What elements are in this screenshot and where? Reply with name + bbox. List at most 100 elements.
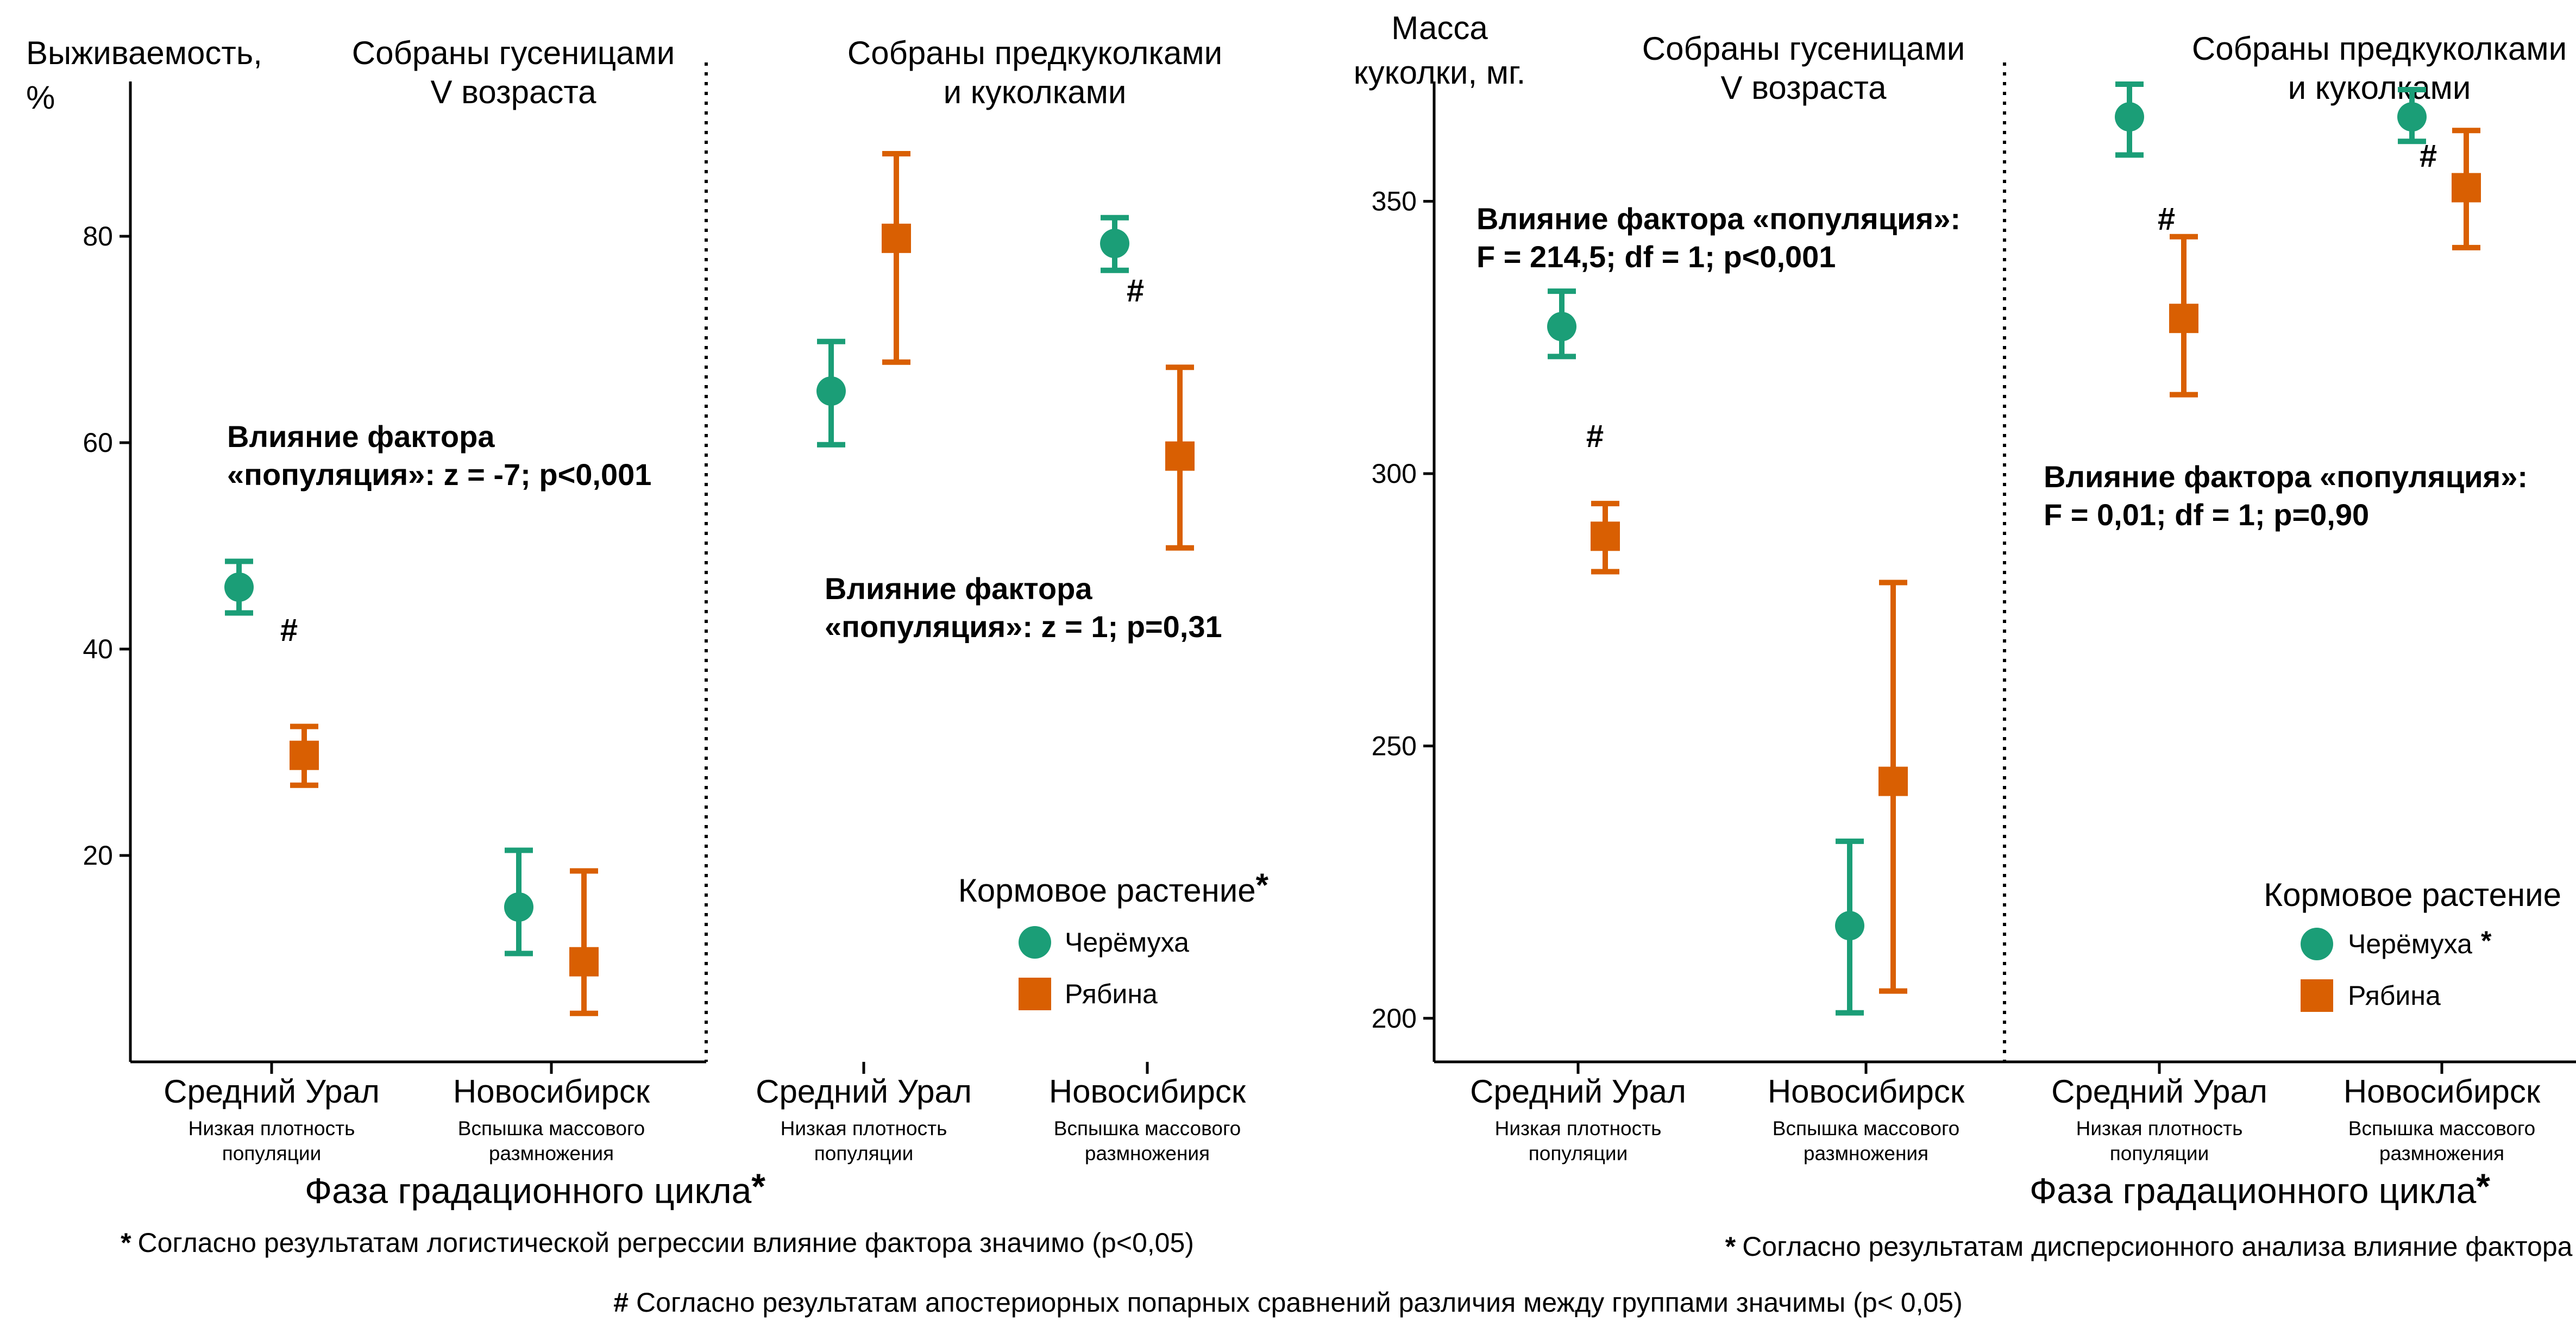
series-ryabina: [2169, 128, 2481, 398]
y-tick-label: 20: [83, 840, 113, 871]
data-point: [816, 376, 846, 406]
x-axis-title-mark: *: [751, 1166, 765, 1206]
y-axis-label: Выживаемость,: [26, 35, 262, 71]
y-tick-label: 250: [1372, 731, 1417, 761]
x-tick-label: Средний Урал: [756, 1073, 972, 1110]
data-point: [882, 223, 911, 253]
x-tick-sublabel: Низкая плотность: [1495, 1117, 1662, 1140]
annotation: Влияние фактора: [227, 419, 495, 454]
data-point: [2452, 173, 2481, 203]
legend: Кормовое растение Черёмуха * Рябина: [2264, 877, 2561, 1012]
legend-title-mark: *: [1256, 867, 1269, 903]
x-tick-label: Средний Урал: [164, 1073, 380, 1110]
x-tick-sublabel: Вспышка массового: [1054, 1117, 1241, 1140]
y-tick-label: 300: [1372, 458, 1417, 489]
hash-mark: #: [1127, 273, 1144, 309]
x-tick-sublabel: размножения: [2379, 1142, 2504, 1165]
x-tick-label: Средний Урал: [2051, 1073, 2267, 1110]
data-point: [290, 740, 319, 770]
data-point: [569, 947, 599, 977]
legend-swatch: [2301, 979, 2333, 1012]
x-tick-label: Новосибирск: [2343, 1073, 2541, 1110]
legend-label: Рябина: [1065, 979, 1158, 1009]
footnote-text: Согласно результатам дисперсионного анал…: [1742, 1231, 2576, 1262]
data-point: [1591, 521, 1620, 551]
x-tick-label: Новосибирск: [453, 1073, 650, 1110]
panel-title: Собраны предкуколками: [847, 35, 1222, 71]
annotation: F = 214,5; df = 1; p<0,001: [1477, 240, 1836, 274]
bottom-note: # Согласно результатам апостериорных попа…: [613, 1287, 1963, 1318]
x-tick-sublabel: размножения: [1804, 1142, 1928, 1165]
y-axis-label: %: [26, 79, 55, 116]
x-axis-title: Фаза градационного цикла*: [305, 1166, 765, 1211]
legend-swatch: [2301, 928, 2333, 960]
footnote-text: Согласно результатам логистической регре…: [138, 1228, 1194, 1258]
panel-title: V возраста: [1720, 70, 1887, 106]
legend-title: Кормовое растение: [2264, 877, 2561, 913]
data-point: [1100, 229, 1129, 259]
annotation: «популяция»: z = 1; p=0,31: [825, 609, 1222, 644]
x-tick-sublabel: Низкая плотность: [189, 1117, 355, 1140]
series-ryabina: [290, 723, 599, 1016]
x-tick-sublabel: популяции: [222, 1142, 322, 1165]
x-axis-title: Фаза градационного цикла*: [2030, 1166, 2490, 1211]
hash-mark: #: [2158, 202, 2175, 237]
x-tick-label: Новосибирск: [1768, 1073, 1965, 1110]
data-point: [1547, 312, 1576, 342]
footnote: * Согласно результатам дисперсионного ана…: [1725, 1231, 2576, 1262]
y-tick-label: 60: [83, 427, 113, 458]
x-tick-label: Средний Урал: [1470, 1073, 1686, 1110]
annotation: Влияние фактора «популяция»:: [1477, 202, 1961, 236]
x-tick-sublabel: популяции: [1529, 1142, 1628, 1165]
data-point: [2169, 304, 2198, 333]
x-tick-sublabel: популяции: [814, 1142, 914, 1165]
x-tick-sublabel: Вспышка массового: [2348, 1117, 2535, 1140]
y-tick-label: 40: [83, 634, 113, 664]
panel-title: Собраны гусеницами: [352, 35, 675, 71]
panel-title: Собраны предкуколками: [2192, 30, 2567, 67]
x-tick-sublabel: популяции: [2110, 1142, 2209, 1165]
legend-label: Рябина: [2348, 980, 2441, 1011]
annotation: Влияние фактора «популяция»:: [2044, 460, 2528, 494]
legend-label: Черёмуха: [1065, 927, 1189, 958]
footnote: * Согласно результатам логистической регр…: [121, 1228, 1194, 1258]
series-cheremukha: [224, 558, 533, 956]
y-tick-label: 200: [1372, 1003, 1417, 1034]
hash-mark: #: [1586, 419, 1604, 454]
legend-item-mark: *: [2481, 926, 2492, 956]
bottom-note-text: Согласно результатам апостериорных попар…: [636, 1287, 1963, 1318]
data-point: [2397, 102, 2427, 132]
y-axis-label: Масса: [1391, 10, 1488, 46]
annotation: Влияние фактора: [825, 571, 1092, 606]
series-ryabina: [882, 151, 1195, 551]
panel-title: и куколками: [2288, 70, 2471, 106]
legend-swatch: [1019, 926, 1051, 959]
legend-swatch: [1019, 978, 1051, 1010]
data-point: [1878, 766, 1908, 796]
data-point: [2115, 102, 2144, 132]
data-point: [504, 892, 533, 922]
footnote-mark: *: [121, 1228, 131, 1258]
bottom-note-mark: #: [613, 1287, 629, 1318]
annotation: «популяция»: z = -7; p<0,001: [227, 457, 651, 492]
x-tick-sublabel: размножения: [489, 1142, 614, 1165]
series-cheremukha: [816, 215, 1129, 448]
x-tick-sublabel: Низкая плотность: [2076, 1117, 2243, 1140]
data-point: [1165, 441, 1195, 471]
x-tick-sublabel: Вспышка массового: [458, 1117, 645, 1140]
y-tick-label: 80: [83, 221, 113, 251]
chart-survival: 20 40 60 80 Выживаемость,% Собраны гусеницами…: [26, 35, 1269, 1258]
x-tick-sublabel: Низкая плотность: [781, 1117, 947, 1140]
legend-label: Черёмуха *: [2348, 926, 2492, 959]
data-point: [224, 572, 254, 602]
y-axis-label: куколки, мг.: [1354, 54, 1526, 91]
panel-title: Собраны гусеницами: [1642, 30, 1965, 67]
legend-title: Кормовое растение*: [958, 867, 1269, 909]
legend: Кормовое растение* Черёмуха Рябина: [958, 867, 1269, 1010]
y-tick-label: 350: [1372, 186, 1417, 217]
